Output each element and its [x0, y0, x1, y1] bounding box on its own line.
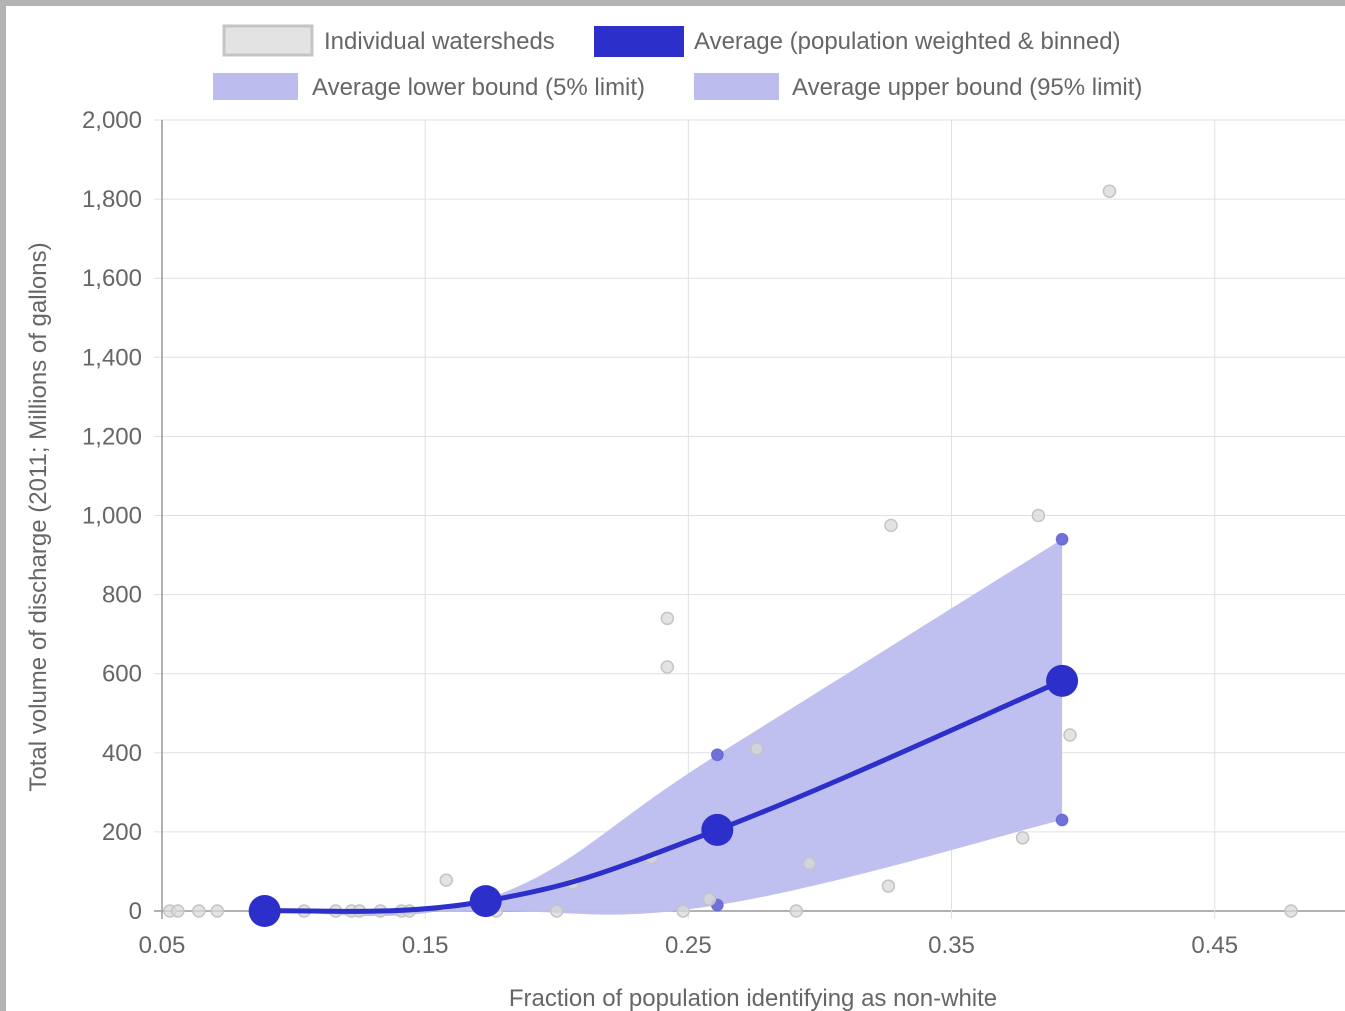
- legend[interactable]: Individual watersheds Average (population…: [213, 24, 1142, 101]
- legend-swatch: [594, 26, 684, 57]
- x-tick-label: 0.25: [665, 932, 712, 959]
- y-tick-label: 200: [102, 819, 142, 846]
- watershed-point: [1015, 831, 1030, 845]
- chart-frame: Individual watersheds Average (population…: [6, 6, 1345, 1011]
- chart: Individual watersheds Average (population…: [25, 24, 1345, 1011]
- confidence-band: [264, 532, 1069, 917]
- average-point: [469, 885, 502, 918]
- x-tick-label: 0.15: [402, 932, 449, 959]
- average-point: [701, 813, 734, 846]
- y-tick-label: 1,600: [82, 265, 142, 292]
- y-tick-label: 400: [102, 740, 142, 767]
- x-tick-label: 0.45: [1191, 932, 1238, 959]
- average-layer: [248, 664, 1079, 927]
- average-point: [248, 895, 281, 927]
- tick-labels: 0 200 400 600 800 1,000 1,200 1,400 1,600 1,800 2,…: [82, 107, 1238, 959]
- watershed-point: [1284, 904, 1298, 918]
- watershed-point: [171, 904, 185, 918]
- y-tick-label: 2,000: [82, 107, 142, 134]
- y-tick-label: 1,800: [82, 186, 142, 213]
- watershed-point: [660, 611, 675, 626]
- upper-bound-point: [1055, 532, 1069, 546]
- watershed-point: [1063, 728, 1077, 742]
- legend-swatch: [694, 73, 779, 100]
- average-point: [1046, 664, 1079, 697]
- y-tick-label: 1,400: [82, 344, 142, 371]
- watershed-point: [884, 518, 898, 533]
- upper-bound-point: [710, 748, 724, 762]
- watershed-point: [1031, 508, 1046, 523]
- y-tick-label: 1,200: [82, 423, 142, 450]
- y-tick-label: 600: [102, 661, 142, 688]
- watershed-point: [802, 856, 817, 871]
- legend-item[interactable]: Individual watersheds: [222, 24, 555, 57]
- lower-bound-point: [1055, 813, 1069, 827]
- watershed-point: [750, 742, 764, 756]
- watershed-point: [660, 660, 675, 674]
- legend-label: Average lower bound (5% limit): [312, 74, 645, 101]
- watershed-point: [702, 892, 717, 906]
- average-line: [264, 678, 1064, 914]
- watershed-point: [1102, 184, 1117, 198]
- legend-label: Individual watersheds: [324, 28, 555, 55]
- legend-item[interactable]: Average lower bound (5% limit): [213, 73, 645, 101]
- x-tick-label: 0.05: [139, 932, 186, 959]
- legend-label: Average upper bound (95% limit): [792, 74, 1142, 101]
- x-axis-title: Fraction of population identifying as no…: [509, 985, 997, 1011]
- legend-swatch: [222, 24, 314, 57]
- x-tick-label: 0.35: [928, 932, 975, 959]
- y-tick-label: 1,000: [82, 503, 142, 530]
- y-tick-label: 800: [102, 582, 142, 609]
- watershed-point: [676, 904, 690, 918]
- legend-label: Average (population weighted & binned): [694, 28, 1121, 55]
- watershed-point: [550, 904, 564, 918]
- watershed-point: [210, 904, 225, 918]
- watershed-point: [192, 904, 206, 918]
- band-area: [264, 539, 1063, 917]
- watershed-point: [881, 879, 896, 893]
- watershed-point: [789, 904, 804, 918]
- legend-item[interactable]: Average (population weighted & binned): [594, 26, 1121, 57]
- legend-swatch: [213, 73, 298, 100]
- watershed-point: [439, 873, 453, 887]
- y-axis-title: Total volume of discharge (2011; Million…: [25, 242, 52, 791]
- y-tick-label: 0: [129, 898, 142, 925]
- legend-item[interactable]: Average upper bound (95% limit): [694, 73, 1142, 101]
